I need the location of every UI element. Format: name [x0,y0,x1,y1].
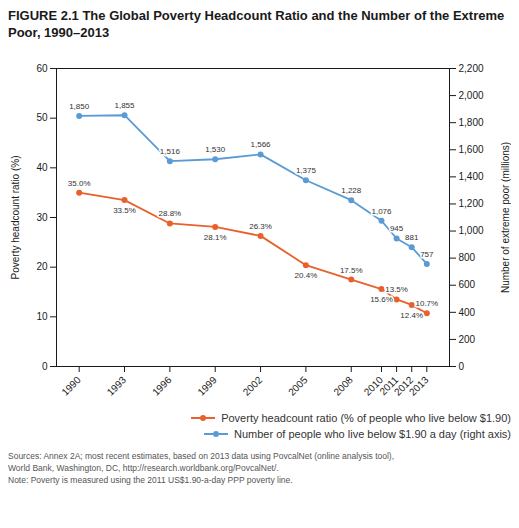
svg-text:1,228: 1,228 [341,186,362,195]
svg-text:33.5%: 33.5% [113,206,136,215]
svg-text:1996: 1996 [150,374,174,398]
svg-text:15.6%: 15.6% [370,294,393,303]
svg-text:1,000: 1,000 [459,225,484,236]
svg-text:2013: 2013 [407,374,431,398]
svg-text:1,076: 1,076 [371,207,392,216]
svg-text:1,600: 1,600 [459,144,484,155]
svg-text:30: 30 [36,211,48,222]
html-text:Sources: Annex 2A; most recent: Sources: Annex 2A; most recent estimates… [8,450,394,486]
svg-text:2012: 2012 [391,374,416,398]
svg-text:1,850: 1,850 [69,102,90,111]
svg-text:50: 50 [36,112,48,123]
html-text:FIGURE 2.1 The Global Poverty: FIGURE 2.1 The Global Poverty Headcount … [8,8,505,40]
svg-text:2002: 2002 [241,374,265,398]
svg-text:200: 200 [459,333,476,344]
html-text:Number of people who live belo: Number of people who live below $1.90 a … [234,427,511,440]
svg-text:600: 600 [459,279,476,290]
svg-text:Number of extreme poor (millio: Number of extreme poor (millions) [500,142,511,293]
svg-text:0: 0 [459,360,465,371]
svg-text:26.3%: 26.3% [249,222,272,231]
svg-text:13.5%: 13.5% [385,285,408,294]
svg-text:2010: 2010 [361,374,386,398]
svg-text:881: 881 [405,233,419,242]
svg-text:2011: 2011 [377,374,401,397]
svg-text:945: 945 [390,224,404,233]
svg-text:1,566: 1,566 [251,140,272,149]
svg-text:Poverty headcount ratio (%): Poverty headcount ratio (%) [10,155,21,279]
svg-text:10.7%: 10.7% [415,299,438,308]
svg-text:2,000: 2,000 [459,90,484,101]
svg-text:1,800: 1,800 [459,117,484,128]
svg-text:35.0%: 35.0% [68,178,91,187]
svg-text:1,200: 1,200 [459,198,484,209]
svg-text:20.4%: 20.4% [295,271,318,280]
svg-text:1,530: 1,530 [205,145,226,154]
svg-text:10: 10 [36,311,48,322]
svg-text:1993: 1993 [105,374,129,398]
svg-text:1990: 1990 [59,374,83,398]
svg-text:28.8%: 28.8% [159,209,182,218]
svg-text:1,516: 1,516 [160,147,181,156]
svg-text:40: 40 [36,162,48,173]
svg-text:1,400: 1,400 [459,171,484,182]
svg-text:1,375: 1,375 [296,166,317,175]
svg-text:800: 800 [459,252,476,263]
svg-text:2008: 2008 [331,374,355,398]
svg-text:0: 0 [42,360,48,371]
svg-text:757: 757 [420,250,434,259]
svg-text:17.5%: 17.5% [340,265,363,274]
svg-text:1,855: 1,855 [115,101,136,110]
svg-text:12.4%: 12.4% [400,310,423,319]
svg-text:400: 400 [459,306,476,317]
svg-text:20: 20 [36,261,48,272]
svg-text:28.1%: 28.1% [204,232,227,241]
svg-text:2005: 2005 [286,374,310,398]
svg-text:2,200: 2,200 [459,62,484,73]
html-text:Poverty headcount ratio (% of: Poverty headcount ratio (% of people who… [221,411,511,424]
svg-text:1999: 1999 [195,374,219,398]
svg-text:60: 60 [36,62,48,73]
